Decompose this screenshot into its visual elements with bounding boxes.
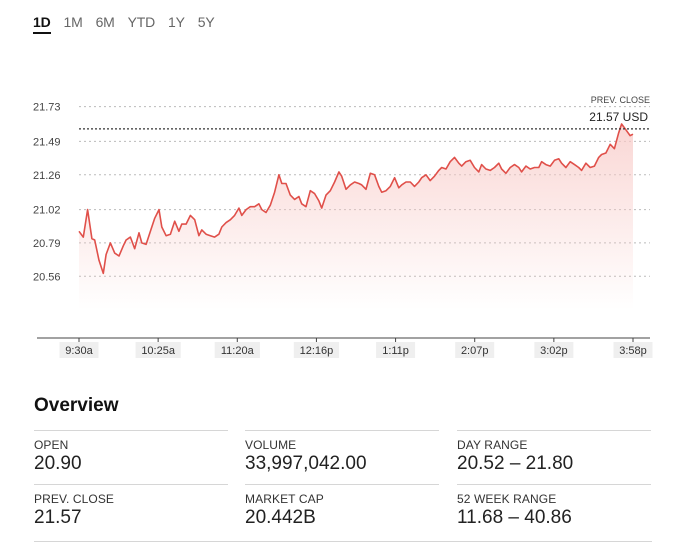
stat-market-cap: MARKET CAP 20.442B xyxy=(245,484,439,529)
stat-label: DAY RANGE xyxy=(457,438,528,452)
range-tabs: 1D 1M 6M YTD 1Y 5Y xyxy=(33,14,228,34)
stat-day-range: DAY RANGE 20.52 – 21.80 xyxy=(457,430,651,475)
y-tick-label: 20.79 xyxy=(33,238,61,250)
stat-prev-close: PREV. CLOSE 21.57 xyxy=(34,484,228,529)
tab-1m[interactable]: 1M xyxy=(63,14,83,30)
tab-5y[interactable]: 5Y xyxy=(197,14,215,30)
x-tick-label: 10:25a xyxy=(141,345,176,357)
y-tick-label: 20.56 xyxy=(33,271,61,283)
x-tick-label: 12:16p xyxy=(300,345,334,357)
stat-value: 11.68 – 40.86 xyxy=(457,507,572,528)
stat-label: VOLUME xyxy=(245,438,297,452)
x-tick-label: 2:07p xyxy=(461,345,489,357)
x-tick-label: 9:30a xyxy=(65,345,93,357)
x-tick-label: 3:02p xyxy=(540,345,568,357)
tab-1y[interactable]: 1Y xyxy=(168,14,185,30)
x-tick-bg xyxy=(534,342,574,358)
y-tick-label: 21.02 xyxy=(33,205,61,217)
divider xyxy=(34,541,652,542)
x-tick-bg xyxy=(613,342,653,358)
prev-close-label: PREV. CLOSE xyxy=(591,95,650,105)
x-tick-bg xyxy=(376,342,416,358)
stat-value: 20.52 – 21.80 xyxy=(457,453,574,474)
y-tick-label: 21.73 xyxy=(33,102,61,114)
prev-close-value: 21.57 USD xyxy=(589,110,648,124)
tab-ytd[interactable]: YTD xyxy=(127,14,156,30)
x-tick-bg xyxy=(135,342,181,358)
stat-open: OPEN 20.90 xyxy=(34,430,228,475)
stat-label: MARKET CAP xyxy=(245,492,324,506)
tab-1d[interactable]: 1D xyxy=(33,14,51,34)
x-tick-bg xyxy=(214,342,260,358)
x-tick-label: 1:11p xyxy=(382,345,409,357)
x-tick-bg xyxy=(59,342,99,358)
stat-value: 20.442B xyxy=(245,507,316,528)
x-tick-bg xyxy=(293,342,340,358)
price-chart[interactable]: 21.73 21.49 21.26 21.02 20.79 20.56 PREV. CLO… xyxy=(0,60,680,365)
stat-value: 33,997,042.00 xyxy=(245,453,367,474)
stat-label: PREV. CLOSE xyxy=(34,492,115,506)
stat-label: 52 WEEK RANGE xyxy=(457,492,557,506)
stat-value: 21.57 xyxy=(34,507,82,528)
area-fill xyxy=(79,124,633,310)
y-tick-label: 21.26 xyxy=(33,170,61,182)
tab-6m[interactable]: 6M xyxy=(95,14,115,30)
price-line xyxy=(78,123,634,275)
x-tick-label: 11:20a xyxy=(221,345,255,357)
x-tick-label: 3:58p xyxy=(619,345,647,357)
stat-label: OPEN xyxy=(34,438,69,452)
stat-52-week-range: 52 WEEK RANGE 11.68 – 40.86 xyxy=(457,484,651,529)
overview-title: Overview xyxy=(34,395,119,416)
stat-volume: VOLUME 33,997,042.00 xyxy=(245,430,439,475)
y-tick-label: 21.49 xyxy=(33,136,61,148)
x-tick-bg xyxy=(455,342,495,358)
stat-value: 20.90 xyxy=(34,453,82,474)
